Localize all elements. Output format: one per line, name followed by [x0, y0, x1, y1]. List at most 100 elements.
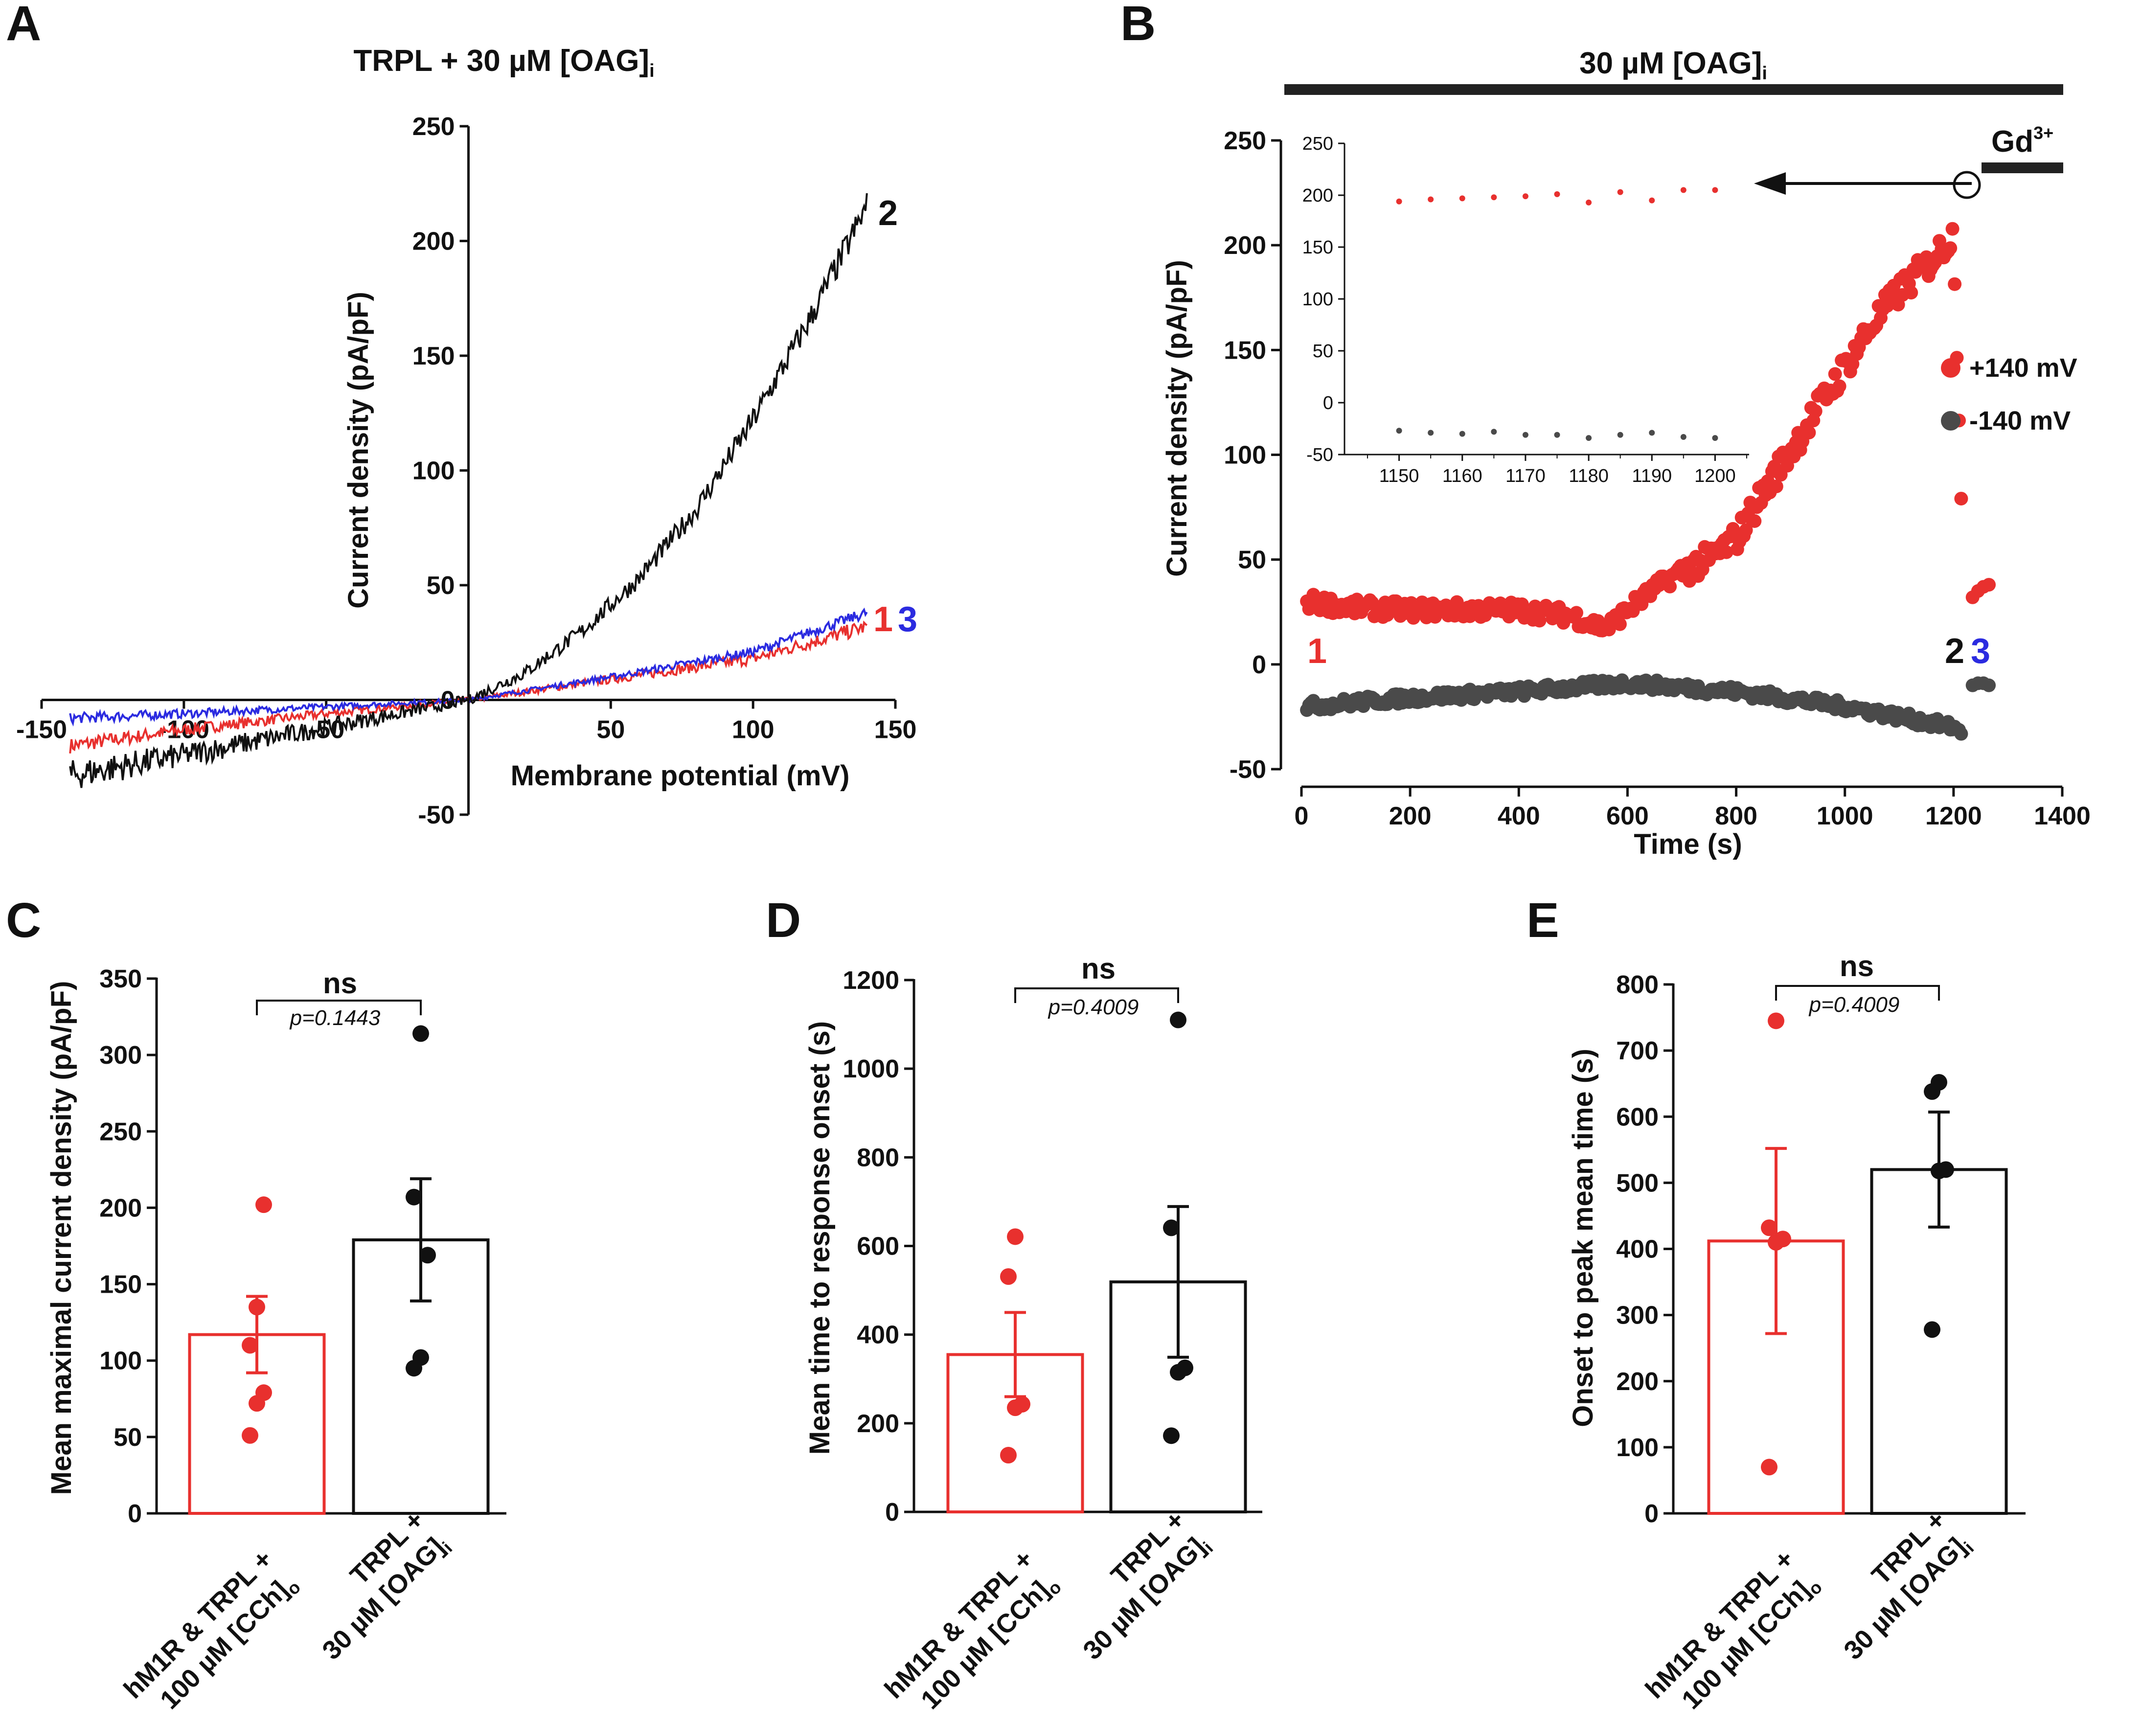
- panel-b-y-tick-label: 250: [1224, 127, 1266, 155]
- panel-b-highlight-circle: [1953, 171, 1981, 199]
- E-plot-point-1: [1761, 1459, 1777, 1476]
- panel-c-plot: 0 50 100 150 200 250 300 350: [99, 965, 506, 1528]
- panel-a-traces: [69, 193, 868, 788]
- inset-point-plus140: [1522, 193, 1528, 200]
- panel-a-x-tick-label: 50: [596, 716, 625, 744]
- panel-b-arrowhead: [1754, 172, 1786, 195]
- panel-d-ns: ns: [1081, 952, 1116, 985]
- panel-b-gd-label-sup: 3+: [2033, 123, 2053, 143]
- point-plus140: [1948, 277, 1962, 291]
- C-plot-point-1: [255, 1196, 272, 1213]
- panel-c-y-label: Mean maximal current density (pA/pF): [46, 981, 77, 1495]
- point-plus140: [1943, 241, 1958, 255]
- panel-b-gd-label-main: Gd: [1991, 125, 2033, 159]
- panel-a-trace-label-3: 3: [898, 600, 917, 639]
- E-plot-y-tick-label: 800: [1616, 971, 1659, 999]
- panel-b-x-tick-label: 0: [1295, 802, 1309, 830]
- D-plot-y-tick-label: 400: [857, 1321, 899, 1349]
- C-plot-y-tick-label: 50: [114, 1423, 142, 1452]
- legend-marker-minus140: [1941, 411, 1960, 431]
- panel-a-y-tick-label: 200: [412, 228, 455, 256]
- inset-y-tick-label: 200: [1302, 185, 1333, 206]
- panel-b-y-tick-label: 200: [1224, 231, 1266, 260]
- C-plot-point-1: [242, 1427, 258, 1444]
- C-plot-point-1: [249, 1299, 265, 1316]
- D-plot-y-tick-label: 800: [857, 1143, 899, 1172]
- C-plot-y-tick-label: 200: [99, 1194, 142, 1222]
- panel-b-point-label-1: 1: [1307, 632, 1327, 671]
- inset-point-plus140: [1428, 196, 1434, 203]
- panel-a-y-tick-label: 100: [412, 457, 455, 485]
- panel-letter-a: A: [6, 0, 41, 51]
- inset-point-plus140: [1617, 189, 1623, 195]
- panel-b-y-tick-label: 100: [1224, 441, 1266, 470]
- E-plot-y-tick-label: 100: [1616, 1434, 1659, 1462]
- inset-point-plus140: [1586, 199, 1592, 206]
- panel-e-pvalue: p=0.4009: [1808, 993, 1900, 1017]
- panel-c-cat-label-2: TRPL +30 µM [OAG]i: [293, 1505, 456, 1668]
- C-plot-point-1: [255, 1384, 272, 1401]
- point-plus140: [1739, 523, 1753, 537]
- panel-a-trace-label-1: 1: [873, 600, 893, 639]
- E-plot-y-tick-label: 0: [1644, 1500, 1659, 1528]
- point-plus140: [1602, 622, 1616, 637]
- panel-b-y-tick-label: -50: [1230, 755, 1266, 784]
- point-plus140: [1802, 426, 1816, 440]
- C-plot-y-tick-label: 100: [99, 1347, 142, 1375]
- inset-x-tick-label: 1150: [1379, 466, 1419, 486]
- E-plot-y-tick-label: 600: [1616, 1103, 1659, 1131]
- panel-b-x-tick-label: 1400: [2034, 802, 2091, 830]
- panel-a-title-main: TRPL + 30 µM [OAG]: [353, 44, 649, 78]
- panel-e-cat-label-1: hM1R & TRPL +100 µM [CCh]o: [1640, 1544, 1826, 1731]
- panel-a-x-tick-label: -150: [16, 716, 67, 744]
- inset-point-minus140: [1649, 430, 1655, 436]
- panel-a-x-tick-label: 150: [874, 716, 917, 744]
- D-plot-point-1: [1000, 1268, 1017, 1285]
- panel-c-cat-label-1: hM1R & TRPL +100 µM [CCh]o: [118, 1544, 304, 1731]
- inset-point-minus140: [1617, 432, 1623, 438]
- D-plot-point-1: [1007, 1228, 1024, 1245]
- point-plus140: [1748, 514, 1762, 528]
- inset-point-plus140: [1712, 187, 1718, 193]
- inset-point-plus140: [1491, 194, 1497, 201]
- inset-point-minus140: [1680, 434, 1686, 440]
- point-plus140: [1945, 222, 1960, 236]
- panel-b-oag-label-main: 30 µM [OAG]: [1579, 46, 1762, 80]
- panel-b-point-label-3: 3: [1971, 632, 1990, 671]
- D-plot-y-tick-label: 1200: [843, 966, 899, 995]
- E-plot-point-2: [1924, 1321, 1940, 1338]
- point-plus140: [1904, 286, 1918, 300]
- D-plot-point-2: [1163, 1219, 1180, 1236]
- C-plot-y-tick-label: 150: [99, 1271, 142, 1299]
- inset-point-minus140: [1554, 432, 1560, 438]
- panel-b-oag-bar: [1284, 84, 2063, 95]
- E-plot-point-2: [1937, 1161, 1954, 1178]
- panel-b-oag-label-sub: i: [1762, 63, 1767, 84]
- legend-marker-plus140: [1941, 358, 1960, 378]
- panel-a-trace-2: [69, 193, 868, 788]
- C-plot-y-tick-label: 300: [99, 1041, 142, 1070]
- panel-c-pvalue: p=0.1443: [289, 1006, 381, 1030]
- inset-point-minus140: [1586, 435, 1592, 441]
- inset-x-tick-label: 1200: [1694, 466, 1736, 486]
- panel-b-y-label: Current density (pA/pF): [1161, 260, 1193, 577]
- D-plot-significance-bracket: [1014, 987, 1179, 1003]
- inset-point-plus140: [1554, 191, 1560, 197]
- D-plot-point-1: [1000, 1447, 1017, 1464]
- inset-y-tick-label: 250: [1302, 134, 1333, 154]
- point-plus140-gd: [1982, 578, 1996, 592]
- inset-point-plus140: [1459, 195, 1465, 202]
- C-plot-y-tick-label: 0: [128, 1500, 142, 1528]
- inset-point-minus140: [1712, 435, 1718, 441]
- inset-y-tick-label: -50: [1306, 445, 1333, 465]
- C-plot-point-2: [412, 1025, 429, 1042]
- panel-a-y-tick-label: 50: [427, 571, 455, 600]
- panel-a-title-sub: i: [649, 61, 655, 81]
- panel-e-ns: ns: [1840, 950, 1874, 982]
- panel-b-x-tick-label: 600: [1606, 802, 1649, 830]
- panel-b-gd-bar: [1982, 162, 2063, 173]
